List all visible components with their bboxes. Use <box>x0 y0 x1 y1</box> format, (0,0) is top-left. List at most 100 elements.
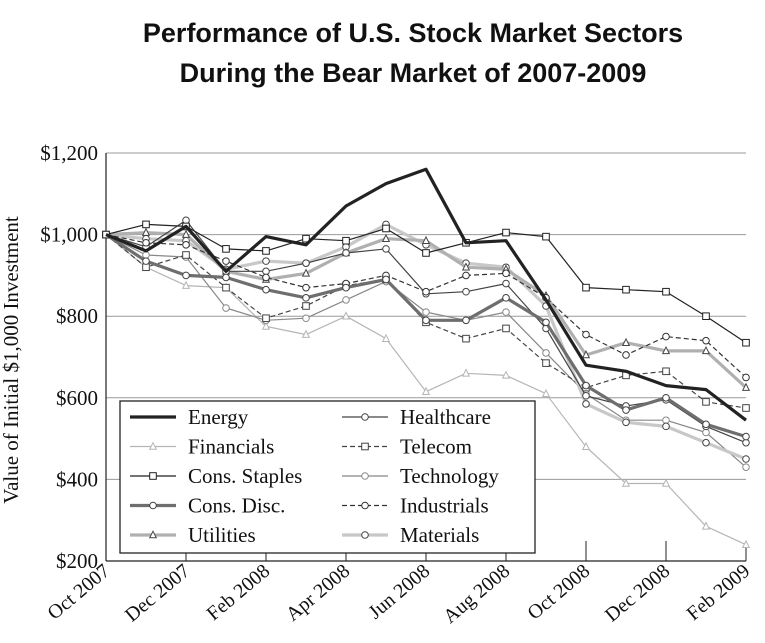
data-point-healthcare <box>182 216 190 225</box>
data-point-utilities <box>141 227 151 236</box>
series-lines <box>101 167 751 548</box>
y-tick-label: $400 <box>56 467 98 491</box>
y-axis-label: Value of Initial $1,000 Investment <box>0 216 23 504</box>
data-point-cons-disc <box>302 294 310 302</box>
data-point-industrials <box>662 332 670 341</box>
y-tick-label: $1,000 <box>40 223 98 247</box>
data-point-telecom <box>262 314 270 323</box>
legend-label: Healthcare <box>400 405 491 429</box>
data-point-cons-staples <box>702 312 710 320</box>
data-point-industrials <box>422 287 430 296</box>
data-point-cons-disc <box>462 316 470 325</box>
chart-title-line-2: During the Bear Market of 2007-2009 <box>180 58 647 88</box>
legend-label: Materials <box>400 523 479 547</box>
legend-label: Utilities <box>188 523 256 547</box>
legend-item-healthcare: Healthcare <box>342 405 491 429</box>
data-point-healthcare <box>342 249 350 257</box>
data-point-industrials <box>622 351 630 359</box>
legend-marker <box>148 530 158 539</box>
x-tick-label: Jun 2008 <box>364 560 434 624</box>
legend-item-materials: Materials <box>342 523 479 547</box>
data-point-cons-staples <box>142 220 150 229</box>
data-point-cons-disc <box>742 432 750 441</box>
data-point-cons-staples <box>422 249 430 257</box>
x-tick-label: Dec 2008 <box>601 560 674 626</box>
data-point-utilities <box>461 262 471 271</box>
data-point-telecom <box>142 263 150 272</box>
data-point-technology <box>142 251 150 259</box>
data-point-healthcare <box>582 391 590 400</box>
data-point-healthcare <box>302 259 310 267</box>
legend: Energy Healthcare Financials Telecom Cons. S… <box>119 400 536 554</box>
data-point-utilities <box>421 235 431 245</box>
data-point-technology <box>702 428 710 437</box>
data-point-cons-staples <box>342 236 350 245</box>
y-tick-label: $1,200 <box>40 141 98 165</box>
x-tick-label: Dec 2007 <box>121 560 194 626</box>
data-point-cons-staples <box>382 224 390 233</box>
data-point-cons-disc <box>142 257 150 265</box>
data-point-utilities <box>661 345 671 355</box>
data-point-materials <box>622 418 630 427</box>
legend-box <box>119 400 536 554</box>
data-point-cons-disc <box>182 271 190 280</box>
data-point-industrials <box>702 336 710 345</box>
data-point-financials <box>381 333 391 342</box>
data-point-utilities <box>741 382 751 391</box>
gridlines <box>106 152 746 480</box>
series-line-energy <box>105 167 747 422</box>
x-tick-label: Oct 2008 <box>523 560 594 624</box>
data-point-industrials <box>182 241 190 249</box>
x-tick-label: Apr 2008 <box>282 560 354 626</box>
legend-item-energy: Energy <box>130 405 249 429</box>
data-point-cons-staples <box>262 247 270 255</box>
data-point-technology <box>422 308 430 316</box>
data-point-telecom <box>182 251 190 259</box>
data-point-materials <box>702 438 710 447</box>
data-point-healthcare <box>262 267 270 276</box>
y-tick-label: $200 <box>56 549 98 573</box>
data-point-financials <box>701 521 711 530</box>
legend-marker <box>361 413 369 421</box>
legend-label: Financials <box>188 435 274 459</box>
data-point-industrials <box>262 273 270 282</box>
data-point-cons-disc <box>382 275 390 284</box>
data-point-cons-disc <box>702 420 710 429</box>
data-point-industrials <box>502 269 510 278</box>
data-point-financials <box>581 441 591 451</box>
legend-label: Cons. Staples <box>188 464 302 488</box>
legend-marker <box>361 501 369 510</box>
data-point-financials <box>741 539 751 548</box>
data-point-utilities <box>581 350 591 359</box>
data-point-technology <box>302 314 310 323</box>
y-tick-label: $800 <box>56 304 98 328</box>
x-tick-label: Feb 2009 <box>683 560 755 625</box>
data-point-industrials <box>462 271 470 280</box>
data-point-materials <box>662 422 670 431</box>
chart-title: Performance of U.S. Stock Market Sectors… <box>143 18 683 88</box>
data-point-cons-disc <box>542 318 550 327</box>
data-point-technology <box>542 349 550 357</box>
legend-marker <box>148 441 158 450</box>
data-point-financials <box>421 386 431 395</box>
data-point-cons-disc <box>222 273 230 282</box>
chart-title-line-1: Performance of U.S. Stock Market Sectors <box>143 18 683 48</box>
data-point-telecom <box>302 302 310 310</box>
data-point-financials <box>541 388 551 398</box>
x-tick-label: Aug 2008 <box>439 560 514 628</box>
data-point-cons-disc <box>582 381 590 390</box>
legend-marker <box>149 501 157 510</box>
series-line-telecom <box>105 234 747 409</box>
data-point-financials <box>341 311 351 320</box>
legend-label: Telecom <box>400 435 472 459</box>
data-point-cons-staples <box>742 338 750 347</box>
data-point-telecom <box>502 324 510 333</box>
data-point-financials <box>181 280 191 289</box>
legend-item-telecom: Telecom <box>342 435 472 459</box>
data-point-financials <box>621 478 631 487</box>
legend-label: Industrials <box>400 494 489 518</box>
data-point-cons-disc <box>662 394 670 402</box>
data-point-cons-staples <box>582 283 590 292</box>
legend-item-utilities: Utilities <box>130 523 256 547</box>
data-point-telecom <box>702 398 710 406</box>
